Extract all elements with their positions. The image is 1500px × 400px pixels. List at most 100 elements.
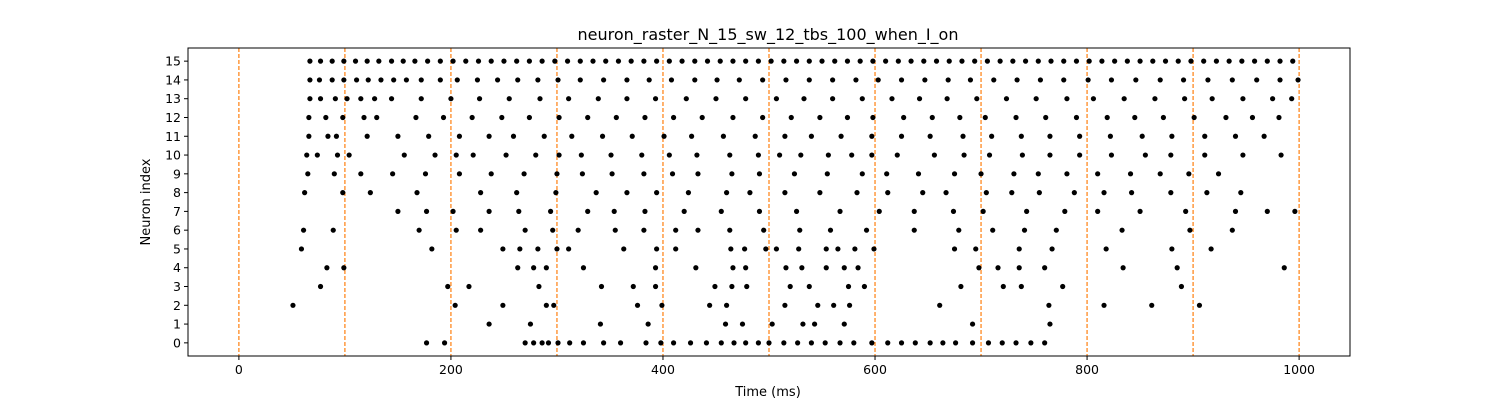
spike-point [808,133,815,139]
spike-point [1071,190,1077,196]
spike-point [806,77,812,83]
spike-point [423,208,430,214]
spike-point [1226,58,1232,64]
spike-point [1132,114,1138,121]
spike-point [1277,58,1283,64]
spike-point [827,227,834,233]
spike-point [683,96,689,102]
spike-point [781,340,787,346]
spike-point [673,246,679,252]
spike-point [796,246,802,252]
spike-point [857,58,863,64]
spike-point [499,114,505,121]
spike-point [845,283,852,290]
spike-point [1157,171,1163,177]
spike-point [1003,96,1010,102]
spike-point [989,133,995,139]
spike-point [1238,190,1244,196]
spike-point [1261,133,1267,139]
spike-point [736,77,742,83]
spike-point [552,58,558,64]
spike-point [478,190,484,196]
spike-point [1229,77,1235,83]
spike-point [567,340,573,346]
spike-point [334,152,341,158]
spike-point [756,208,763,214]
spike-point [673,227,679,233]
spike-point [729,171,735,177]
spike-point [388,58,395,64]
y-tick-label: 13 [165,91,181,106]
spike-point [854,190,860,196]
spike-point [760,114,766,121]
spike-point [316,77,323,83]
spike-point [908,58,914,64]
spike-point [641,58,647,64]
spike-point [668,77,675,83]
spike-point [806,58,812,64]
spike-point [986,152,993,158]
spike-point [1086,58,1092,64]
spike-point [300,227,307,233]
spike-point [450,208,456,214]
spike-point [956,227,962,233]
spike-point [1201,58,1207,64]
spike-point [353,77,360,83]
y-tick-label: 5 [173,241,181,256]
spike-point [1137,58,1143,64]
spike-point [841,321,847,327]
spike-point [341,58,347,64]
spike-point [456,171,463,177]
marker-lines [238,48,1300,356]
spike-point [1204,190,1210,196]
spike-point [687,340,694,346]
spike-point [654,246,660,252]
spike-point [629,133,635,139]
spike-point [974,96,980,102]
spike-point [661,133,667,139]
spike-point [927,340,933,346]
spike-point [912,340,918,346]
spike-point [984,58,991,64]
spike-point [556,114,562,121]
spike-point [837,208,843,214]
spike-point [555,340,561,346]
spike-point [323,114,329,121]
spike-point [440,114,447,121]
spike-point [1099,58,1105,64]
spike-point [699,114,705,121]
spike-point [1124,58,1130,64]
spike-point [556,152,562,158]
spike-point [454,77,460,83]
spike-point [694,152,700,158]
spike-point [1077,133,1083,139]
spike-point [824,171,830,177]
spike-point [761,227,767,233]
spike-point [639,152,645,158]
spike-point [521,171,527,177]
spike-point [580,265,587,271]
spike-point [1191,114,1197,121]
spike-point [290,302,296,308]
spike-point [961,152,967,158]
spike-point [1047,133,1053,139]
spike-point [1276,114,1282,121]
spike-point [1042,265,1048,271]
spike-point [991,77,997,83]
spike-point [969,321,976,327]
spike-point [731,340,737,346]
spike-point [922,77,928,83]
spike-point [1101,302,1107,308]
spike-point [838,133,844,139]
spike-point [811,321,818,327]
spike-point [1061,77,1067,83]
spike-point [808,340,815,346]
spike-point [416,227,422,233]
spike-point [463,58,469,64]
spike-point [517,246,523,252]
spike-point [314,152,320,158]
spike-point [1013,114,1019,121]
spike-point [1264,208,1270,214]
spike-point [1101,190,1107,196]
spike-point [795,340,801,346]
